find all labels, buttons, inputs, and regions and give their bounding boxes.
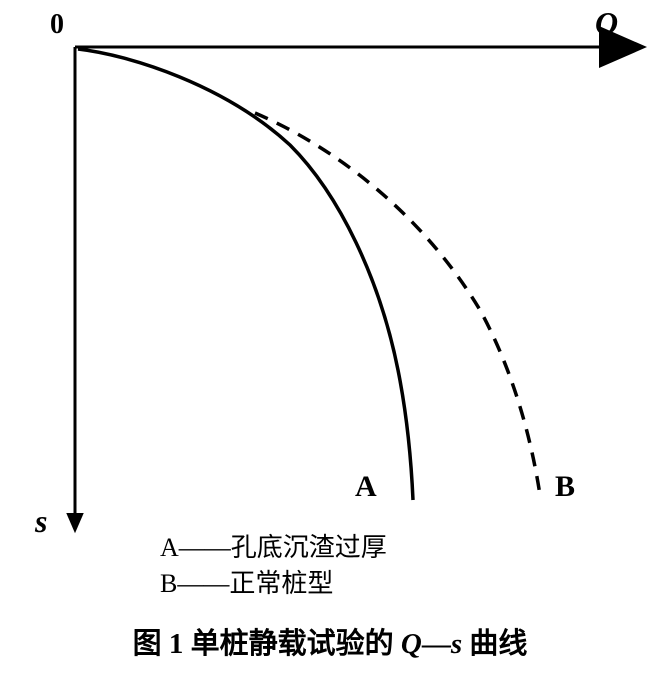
curve-a <box>78 49 413 500</box>
curve-b-label: B <box>555 470 575 504</box>
caption-prefix: 图 1 单桩静载试验的 <box>133 628 401 660</box>
curve-b <box>255 113 540 495</box>
qs-curve-chart: 0 Q s A B A——孔底沉渣过厚 B——正常桩型 图 1 单桩静载试验的 … <box>0 0 660 682</box>
legend: A——孔底沉渣过厚 B——正常桩型 <box>160 530 387 602</box>
legend-key-b: B <box>160 569 177 598</box>
legend-text-b: 正常桩型 <box>229 569 333 598</box>
legend-dash-a: —— <box>179 533 231 562</box>
legend-item-a: A——孔底沉渣过厚 <box>160 530 387 566</box>
caption-var-s: s <box>451 628 462 660</box>
origin-label: 0 <box>50 9 64 41</box>
legend-key-a: A <box>160 533 179 562</box>
y-axis-arrow <box>66 513 84 533</box>
caption-suffix: 曲线 <box>462 628 527 660</box>
legend-text-a: 孔底沉渣过厚 <box>231 533 387 562</box>
caption-var-q: Q <box>401 628 422 660</box>
figure-caption: 图 1 单桩静载试验的 Q—s 曲线 <box>0 620 660 662</box>
curve-a-label: A <box>355 470 377 504</box>
caption-middle: — <box>422 628 451 660</box>
x-axis-label: Q <box>595 5 618 42</box>
y-axis-label: s <box>35 503 47 540</box>
legend-item-b: B——正常桩型 <box>160 566 387 602</box>
legend-dash-b: —— <box>177 569 229 598</box>
